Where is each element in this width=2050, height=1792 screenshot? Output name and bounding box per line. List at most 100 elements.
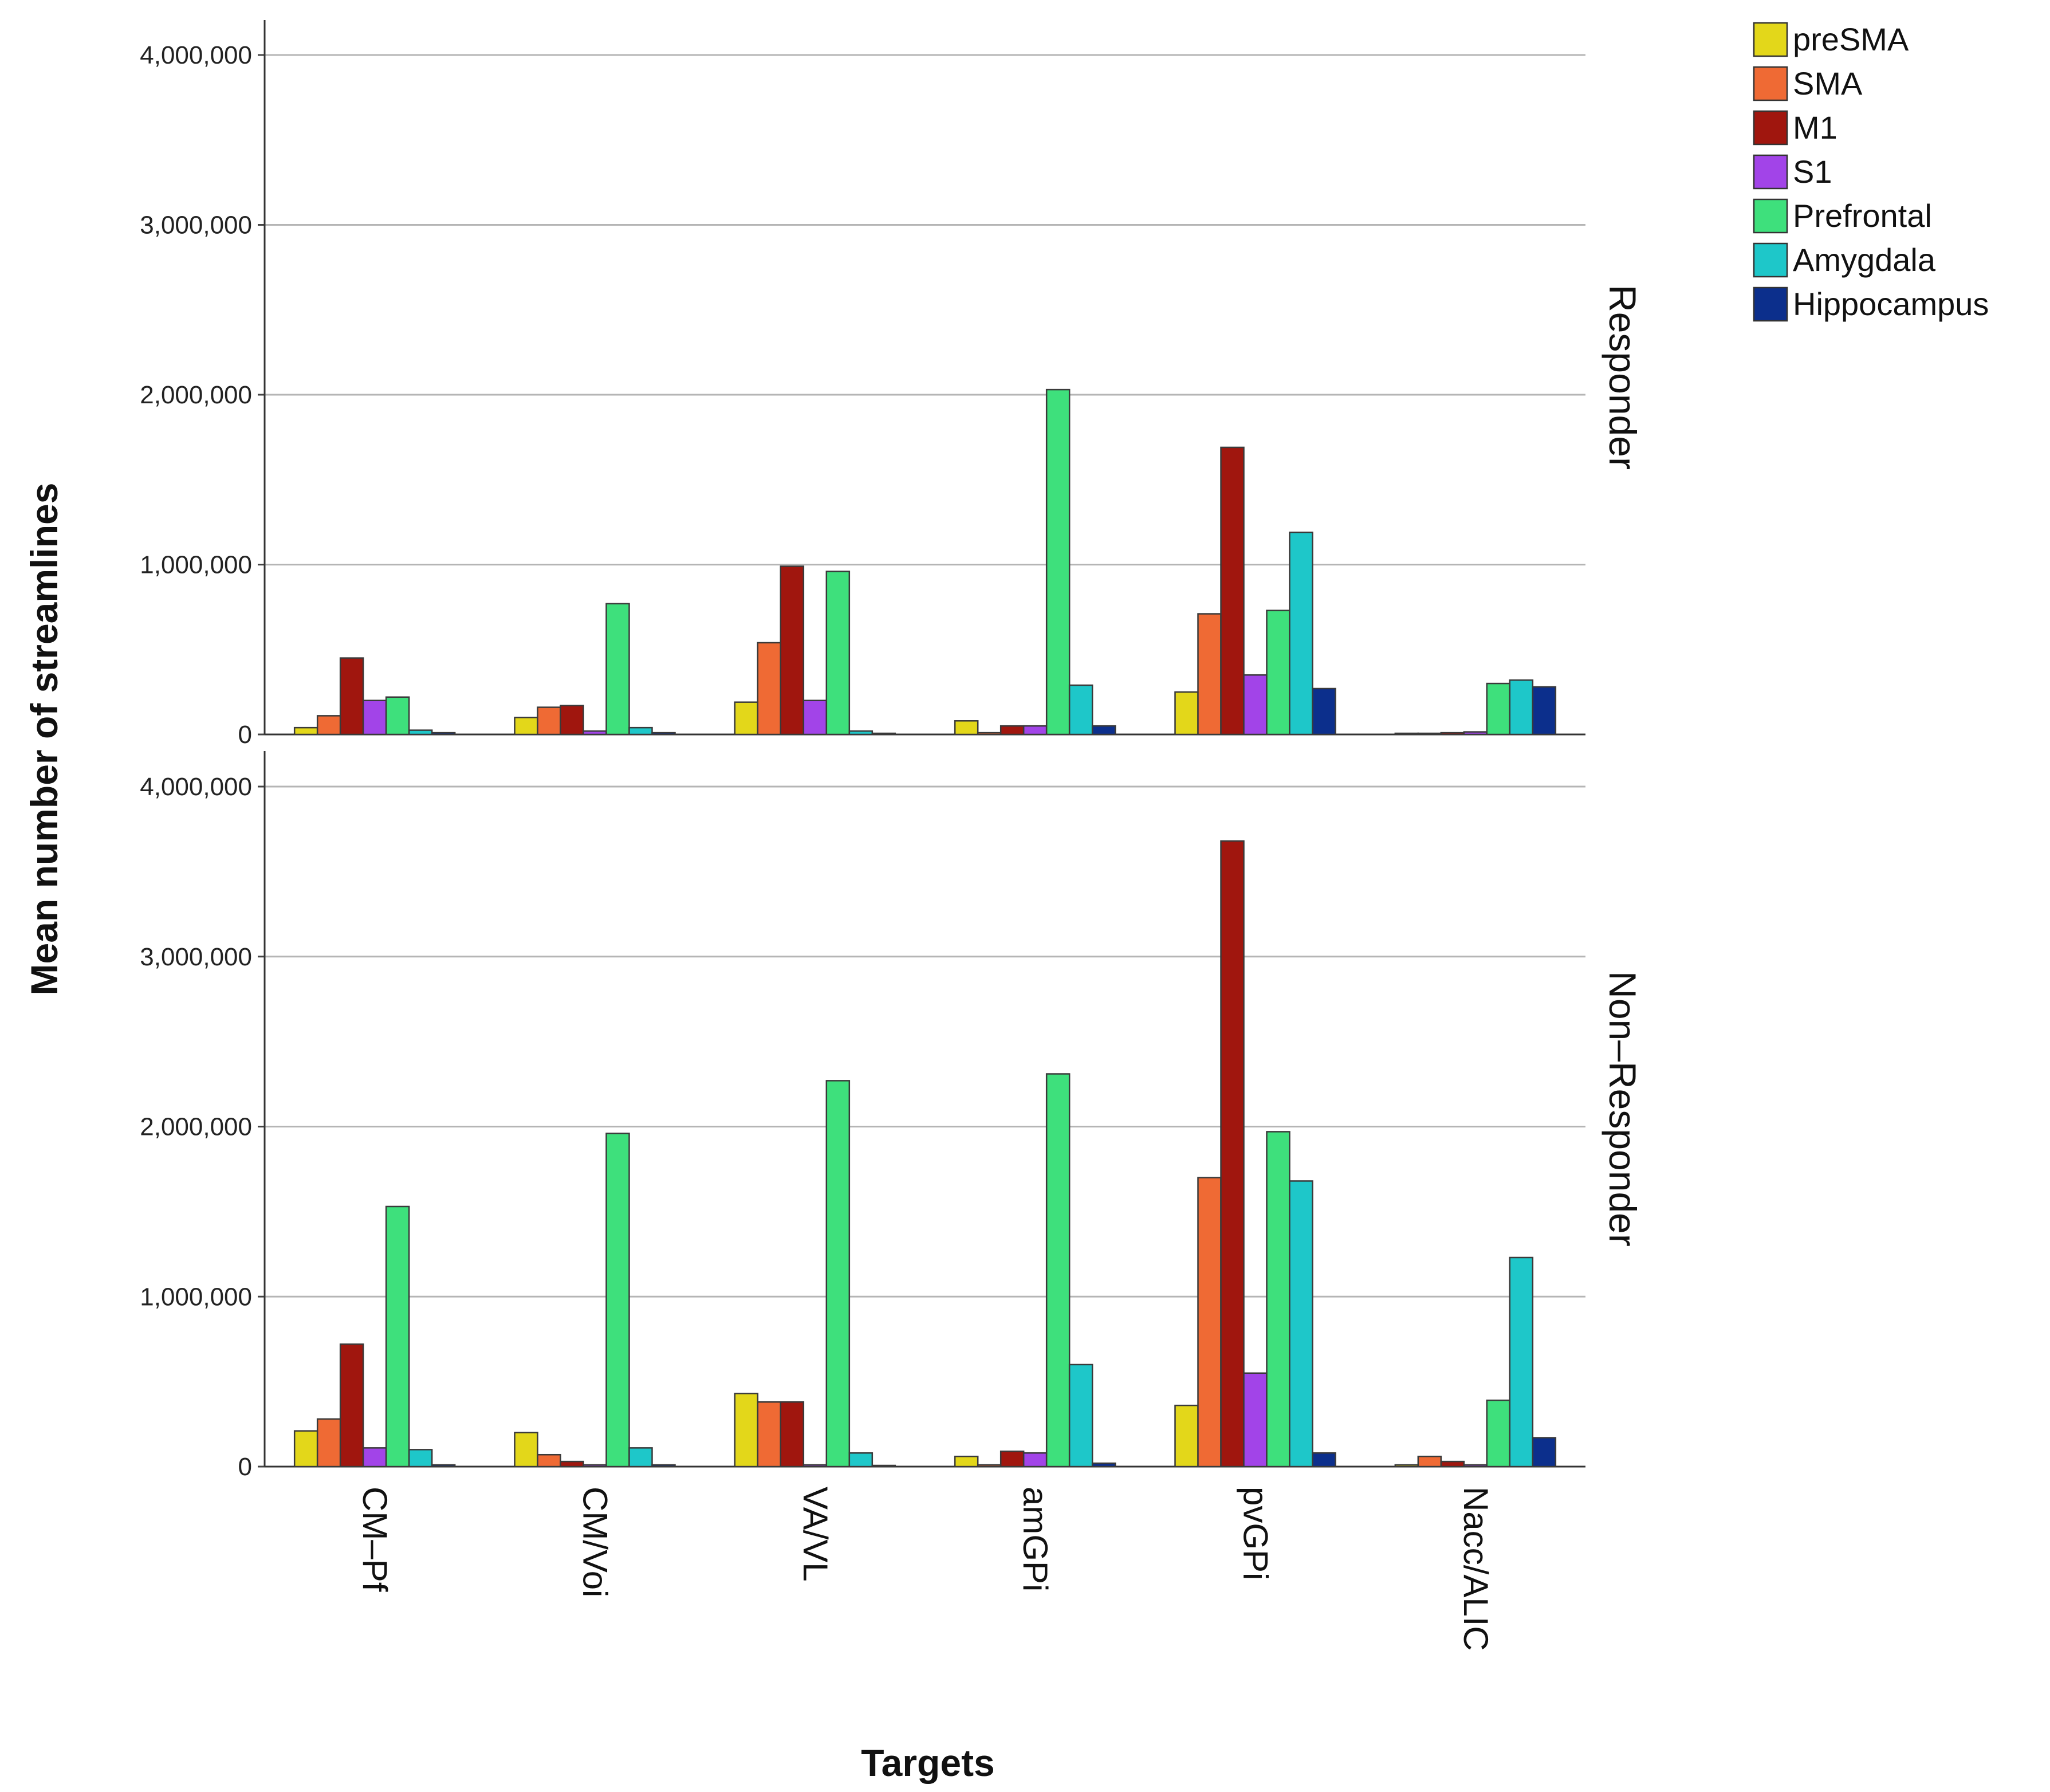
bar <box>757 642 782 736</box>
bar <box>1394 732 1419 736</box>
bar <box>628 726 653 736</box>
legend-swatch <box>1753 22 1788 57</box>
bar <box>1045 388 1071 736</box>
bar <box>1045 1073 1071 1468</box>
x-tick-label: pvGPi <box>1237 1487 1275 1580</box>
bar <box>316 1418 341 1468</box>
legend-swatch <box>1753 286 1788 322</box>
bar <box>651 732 676 736</box>
legend-swatch <box>1753 154 1788 190</box>
legend-swatch <box>1753 242 1788 278</box>
bar <box>1000 1451 1025 1468</box>
bar <box>316 715 341 736</box>
panels: 0 1,000,000 2,000,000 3,000,000 4,000,000 Res… <box>140 20 1644 1651</box>
bar <box>1440 732 1465 736</box>
panel-label: Responder <box>1602 285 1644 470</box>
x-tick-label: VA/VL <box>796 1487 835 1582</box>
bar <box>583 730 607 736</box>
bar <box>734 1393 759 1468</box>
x-tick-label: CM–Pf <box>356 1487 394 1592</box>
y-tick-label: 3,000,000 <box>140 943 252 971</box>
panel-0: 0 1,000,000 2,000,000 3,000,000 4,000,000 Res… <box>140 20 1644 749</box>
bar <box>1000 725 1025 736</box>
bar <box>1220 446 1245 736</box>
panel-1: 0 1,000,000 2,000,000 3,000,000 4,000,000 Non… <box>140 751 1644 1481</box>
bar <box>802 1464 828 1468</box>
bar <box>871 1464 896 1468</box>
bar <box>431 1464 456 1468</box>
y-tick-label: 2,000,000 <box>140 1113 252 1141</box>
legend-label: Amygdala <box>1793 242 1936 278</box>
y-tick-label: 3,000,000 <box>140 211 252 239</box>
bar <box>825 1080 851 1468</box>
bar <box>1068 1363 1093 1468</box>
bar <box>1197 613 1222 736</box>
bar <box>1394 1464 1419 1468</box>
bar <box>514 1432 538 1468</box>
bar <box>1312 1452 1336 1468</box>
bar <box>1068 684 1093 736</box>
legend-label: preSMA <box>1793 21 1909 57</box>
legend-swatch <box>1753 198 1788 234</box>
bar <box>1174 1404 1199 1468</box>
bar <box>1509 679 1534 736</box>
bar <box>1532 1437 1557 1468</box>
y-tick-label: 0 <box>238 1453 252 1481</box>
bar <box>1243 1372 1268 1468</box>
bar <box>1091 1462 1116 1468</box>
bar <box>1532 686 1557 736</box>
bar <box>1463 731 1488 736</box>
legend-label: Prefrontal <box>1793 198 1932 234</box>
bar <box>1289 1180 1313 1468</box>
y-tick-label: 4,000,000 <box>140 773 252 801</box>
bar <box>1509 1256 1534 1468</box>
x-tick-label: amGPi <box>1016 1487 1054 1591</box>
bar <box>1440 1460 1465 1468</box>
bar <box>339 1343 364 1468</box>
bar <box>537 706 561 736</box>
y-axis-label: Mean number of streamlines <box>23 483 65 996</box>
bar <box>757 1401 782 1468</box>
legend: preSMA SMA M1 S1 Prefrontal Amygdala Hippocamp… <box>1753 21 1989 322</box>
bar <box>871 732 896 736</box>
y-tick-label: 0 <box>238 721 252 749</box>
bar <box>605 1133 630 1468</box>
bar <box>1022 1452 1048 1468</box>
bar <box>537 1453 561 1468</box>
legend-label: M1 <box>1793 109 1837 146</box>
bar <box>1289 531 1313 736</box>
bar <box>293 1430 318 1468</box>
bar <box>362 1447 387 1468</box>
legend-label: Hippocampus <box>1793 286 1989 322</box>
bar <box>954 1455 979 1468</box>
bar <box>954 720 979 736</box>
legend-swatch <box>1753 110 1788 146</box>
bar <box>848 1452 873 1468</box>
bar <box>1486 1400 1511 1468</box>
bar <box>1417 1455 1442 1468</box>
bar <box>651 1464 676 1468</box>
bar <box>408 729 433 736</box>
y-tick-label: 2,000,000 <box>140 381 252 409</box>
bar <box>977 1464 1002 1468</box>
bar <box>339 657 364 736</box>
bar <box>1486 682 1511 736</box>
bar <box>1266 1131 1290 1468</box>
bar <box>1197 1177 1222 1468</box>
bar <box>780 1401 805 1468</box>
bar <box>1417 732 1442 736</box>
bar <box>977 732 1002 736</box>
bar <box>408 1449 433 1468</box>
bar <box>628 1447 653 1468</box>
bar <box>560 1460 584 1468</box>
x-axis-label: Targets <box>861 1742 995 1784</box>
bar <box>385 1205 410 1468</box>
bar <box>734 701 759 736</box>
panel-label: Non–Responder <box>1602 971 1644 1247</box>
legend-label: S1 <box>1793 154 1832 190</box>
bar <box>1463 1464 1488 1468</box>
bar <box>431 732 456 736</box>
x-tick-label: Nacc/ALIC <box>1457 1487 1495 1651</box>
bar <box>780 565 805 736</box>
